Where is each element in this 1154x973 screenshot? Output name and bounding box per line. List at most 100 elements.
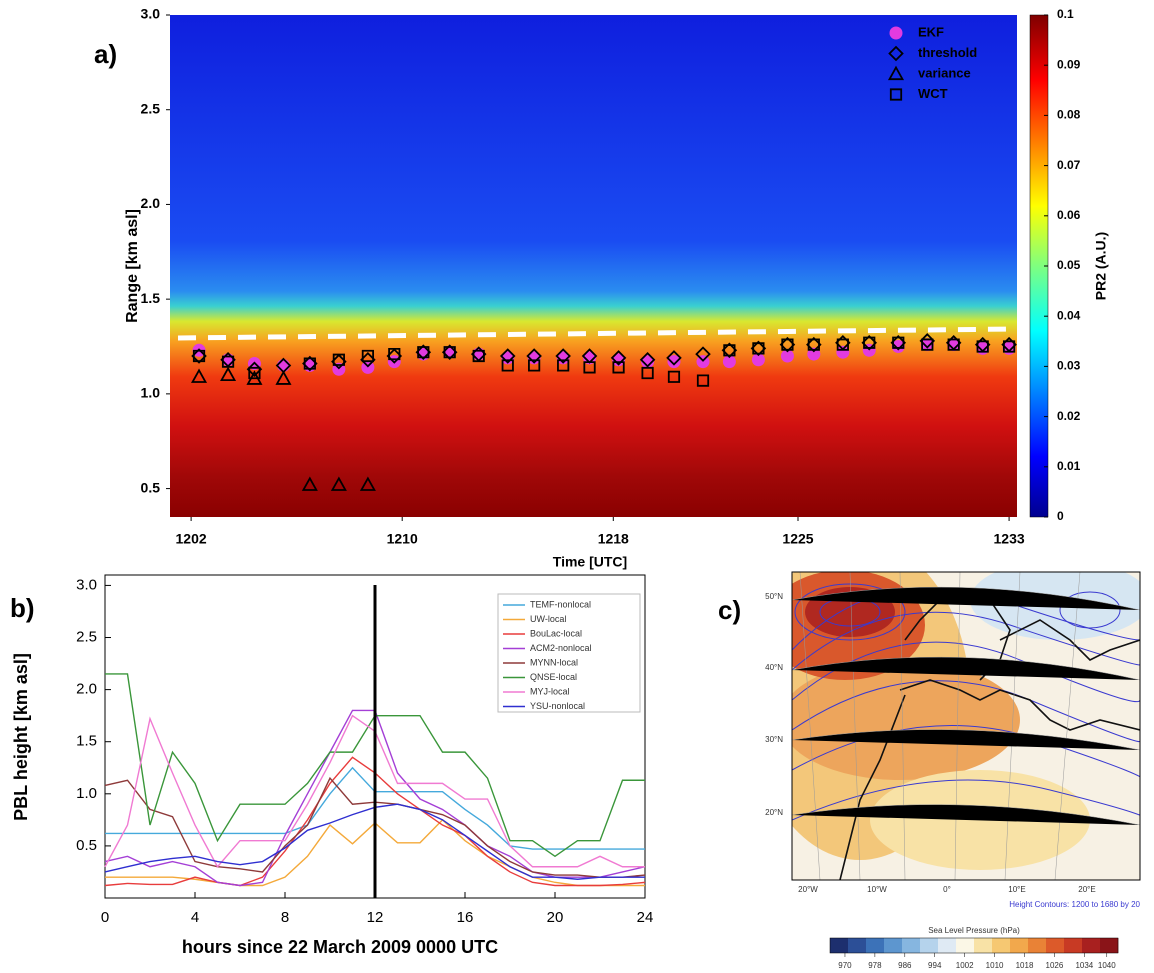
x-tick-label: 8: [281, 909, 289, 926]
x-tick-label: 1210: [387, 531, 418, 547]
x-axis-label: Time [UTC]: [553, 554, 627, 570]
lon-label: 10°E: [1008, 885, 1025, 894]
colorbar-swatch: [920, 938, 939, 953]
colorbar-swatch: [830, 938, 849, 953]
legend-label: YSU-nonlocal: [530, 701, 585, 711]
y-tick-label: 0.5: [141, 479, 161, 495]
colorbar-tick-label: 978: [868, 961, 882, 970]
colorbar-tick-label: 0.1: [1057, 7, 1074, 21]
triangle-point: [275, 370, 292, 385]
square-point: [417, 346, 430, 359]
x-tick-label: 1225: [782, 531, 813, 547]
map: [792, 572, 1140, 880]
ekf-point: [751, 353, 765, 367]
y-tick-label: 2.0: [76, 681, 97, 698]
square-point: [667, 370, 681, 383]
diamond-point: [610, 350, 627, 366]
square-point: [501, 359, 514, 372]
colorbar-tick-label: 0.03: [1057, 359, 1081, 373]
legend-label: TEMF-nonlocal: [530, 599, 591, 609]
y-axis-label: Range [km asl]: [124, 209, 141, 323]
lon-label: 0°: [943, 885, 951, 894]
x-tick-label: 12: [367, 909, 384, 926]
ekf-point: [667, 355, 681, 369]
colorbar-swatch: [902, 938, 921, 953]
ekf-point: [583, 351, 597, 365]
colorbar-tick-label: 1010: [986, 961, 1004, 970]
legend-label: QNSE-local: [530, 672, 577, 682]
colorbar-tick-label: 0.06: [1057, 208, 1081, 222]
lat-label: 20°N: [765, 808, 783, 817]
ekf-point: [891, 340, 905, 354]
square-point: [892, 336, 905, 349]
colorbar-swatch: [1046, 938, 1065, 953]
diamond-point: [499, 348, 516, 364]
y-tick-label: 1.0: [141, 385, 161, 401]
colorbar-swatch: [956, 938, 975, 953]
map-note: Height Contours: 1200 to 1680 by 20: [1009, 900, 1140, 909]
square-point: [836, 338, 849, 351]
square-point: [303, 357, 316, 370]
square-point: [332, 353, 345, 366]
colorbar-tick-label: 0.01: [1057, 459, 1081, 473]
y-tick-label: 2.5: [141, 100, 161, 116]
square-point: [863, 336, 876, 349]
legend-label: MYJ-local: [530, 686, 570, 696]
lon-label: 20°W: [798, 885, 818, 894]
colorbar-tick-label: 1026: [1046, 961, 1064, 970]
legend-label: BouLac-local: [530, 628, 582, 638]
legend-label: WCT: [918, 86, 948, 101]
x-axis-label: hours since 22 March 2009 0000 UTC: [182, 937, 498, 957]
square-point: [248, 366, 261, 380]
colorbar-frame: [829, 937, 1119, 954]
legend-label: MYNN-local: [530, 657, 578, 667]
colorbar-swatch: [1028, 938, 1047, 953]
square-point: [528, 359, 541, 372]
y-tick-label: 2.0: [141, 195, 161, 211]
colorbar-label: PR2 (A.U.): [1093, 232, 1109, 300]
triangle-point: [359, 476, 376, 491]
colorbar-tick-label: 0.08: [1057, 108, 1081, 122]
panel-label: b): [10, 593, 35, 623]
square-point: [388, 347, 401, 361]
ekf-point: [641, 355, 655, 369]
square-point: [696, 374, 710, 387]
legend-marker: [889, 88, 903, 101]
legend-marker: [889, 26, 903, 40]
legend-marker: [887, 65, 905, 81]
map-frame: [791, 571, 1141, 881]
ekf-point: [947, 338, 961, 352]
ekf-point: [920, 338, 934, 352]
colorbar-tick-label: 0.05: [1057, 258, 1081, 272]
x-tick-label: 16: [457, 909, 474, 926]
colorbar-swatch: [992, 938, 1011, 953]
legend-label: variance: [918, 65, 971, 80]
square-point: [752, 342, 765, 355]
diamond-point: [666, 350, 682, 366]
x-tick-label: 1233: [994, 531, 1025, 547]
colorbar-swatch: [1010, 938, 1029, 953]
y-tick-label: 1.5: [141, 290, 161, 306]
square-point: [947, 338, 960, 351]
x-tick-label: 1202: [176, 531, 207, 547]
dashed-line: [177, 326, 1018, 341]
colorbar-tick-label: 994: [928, 961, 942, 970]
ekf-point: [722, 355, 736, 369]
diamond-point: [526, 348, 542, 364]
square-point: [976, 340, 989, 353]
legend-label: threshold: [918, 45, 977, 60]
legend-label: ACM2-nonlocal: [530, 643, 592, 653]
ekf-point: [807, 347, 821, 361]
square-point: [641, 366, 654, 380]
colorbar-swatch: [1082, 938, 1101, 953]
y-tick-label: 2.5: [76, 628, 97, 645]
colorbar-tick-label: 0: [1057, 509, 1064, 523]
colorbar-swatch: [974, 938, 993, 953]
square-point: [221, 355, 235, 368]
colorbar-tick-label: 0.07: [1057, 158, 1081, 172]
colorbar-tick-label: 0.09: [1057, 57, 1081, 71]
ekf-point: [780, 349, 794, 363]
lat-label: 50°N: [765, 592, 783, 601]
diamond-point: [639, 351, 656, 368]
y-tick-label: 1.5: [76, 733, 97, 750]
